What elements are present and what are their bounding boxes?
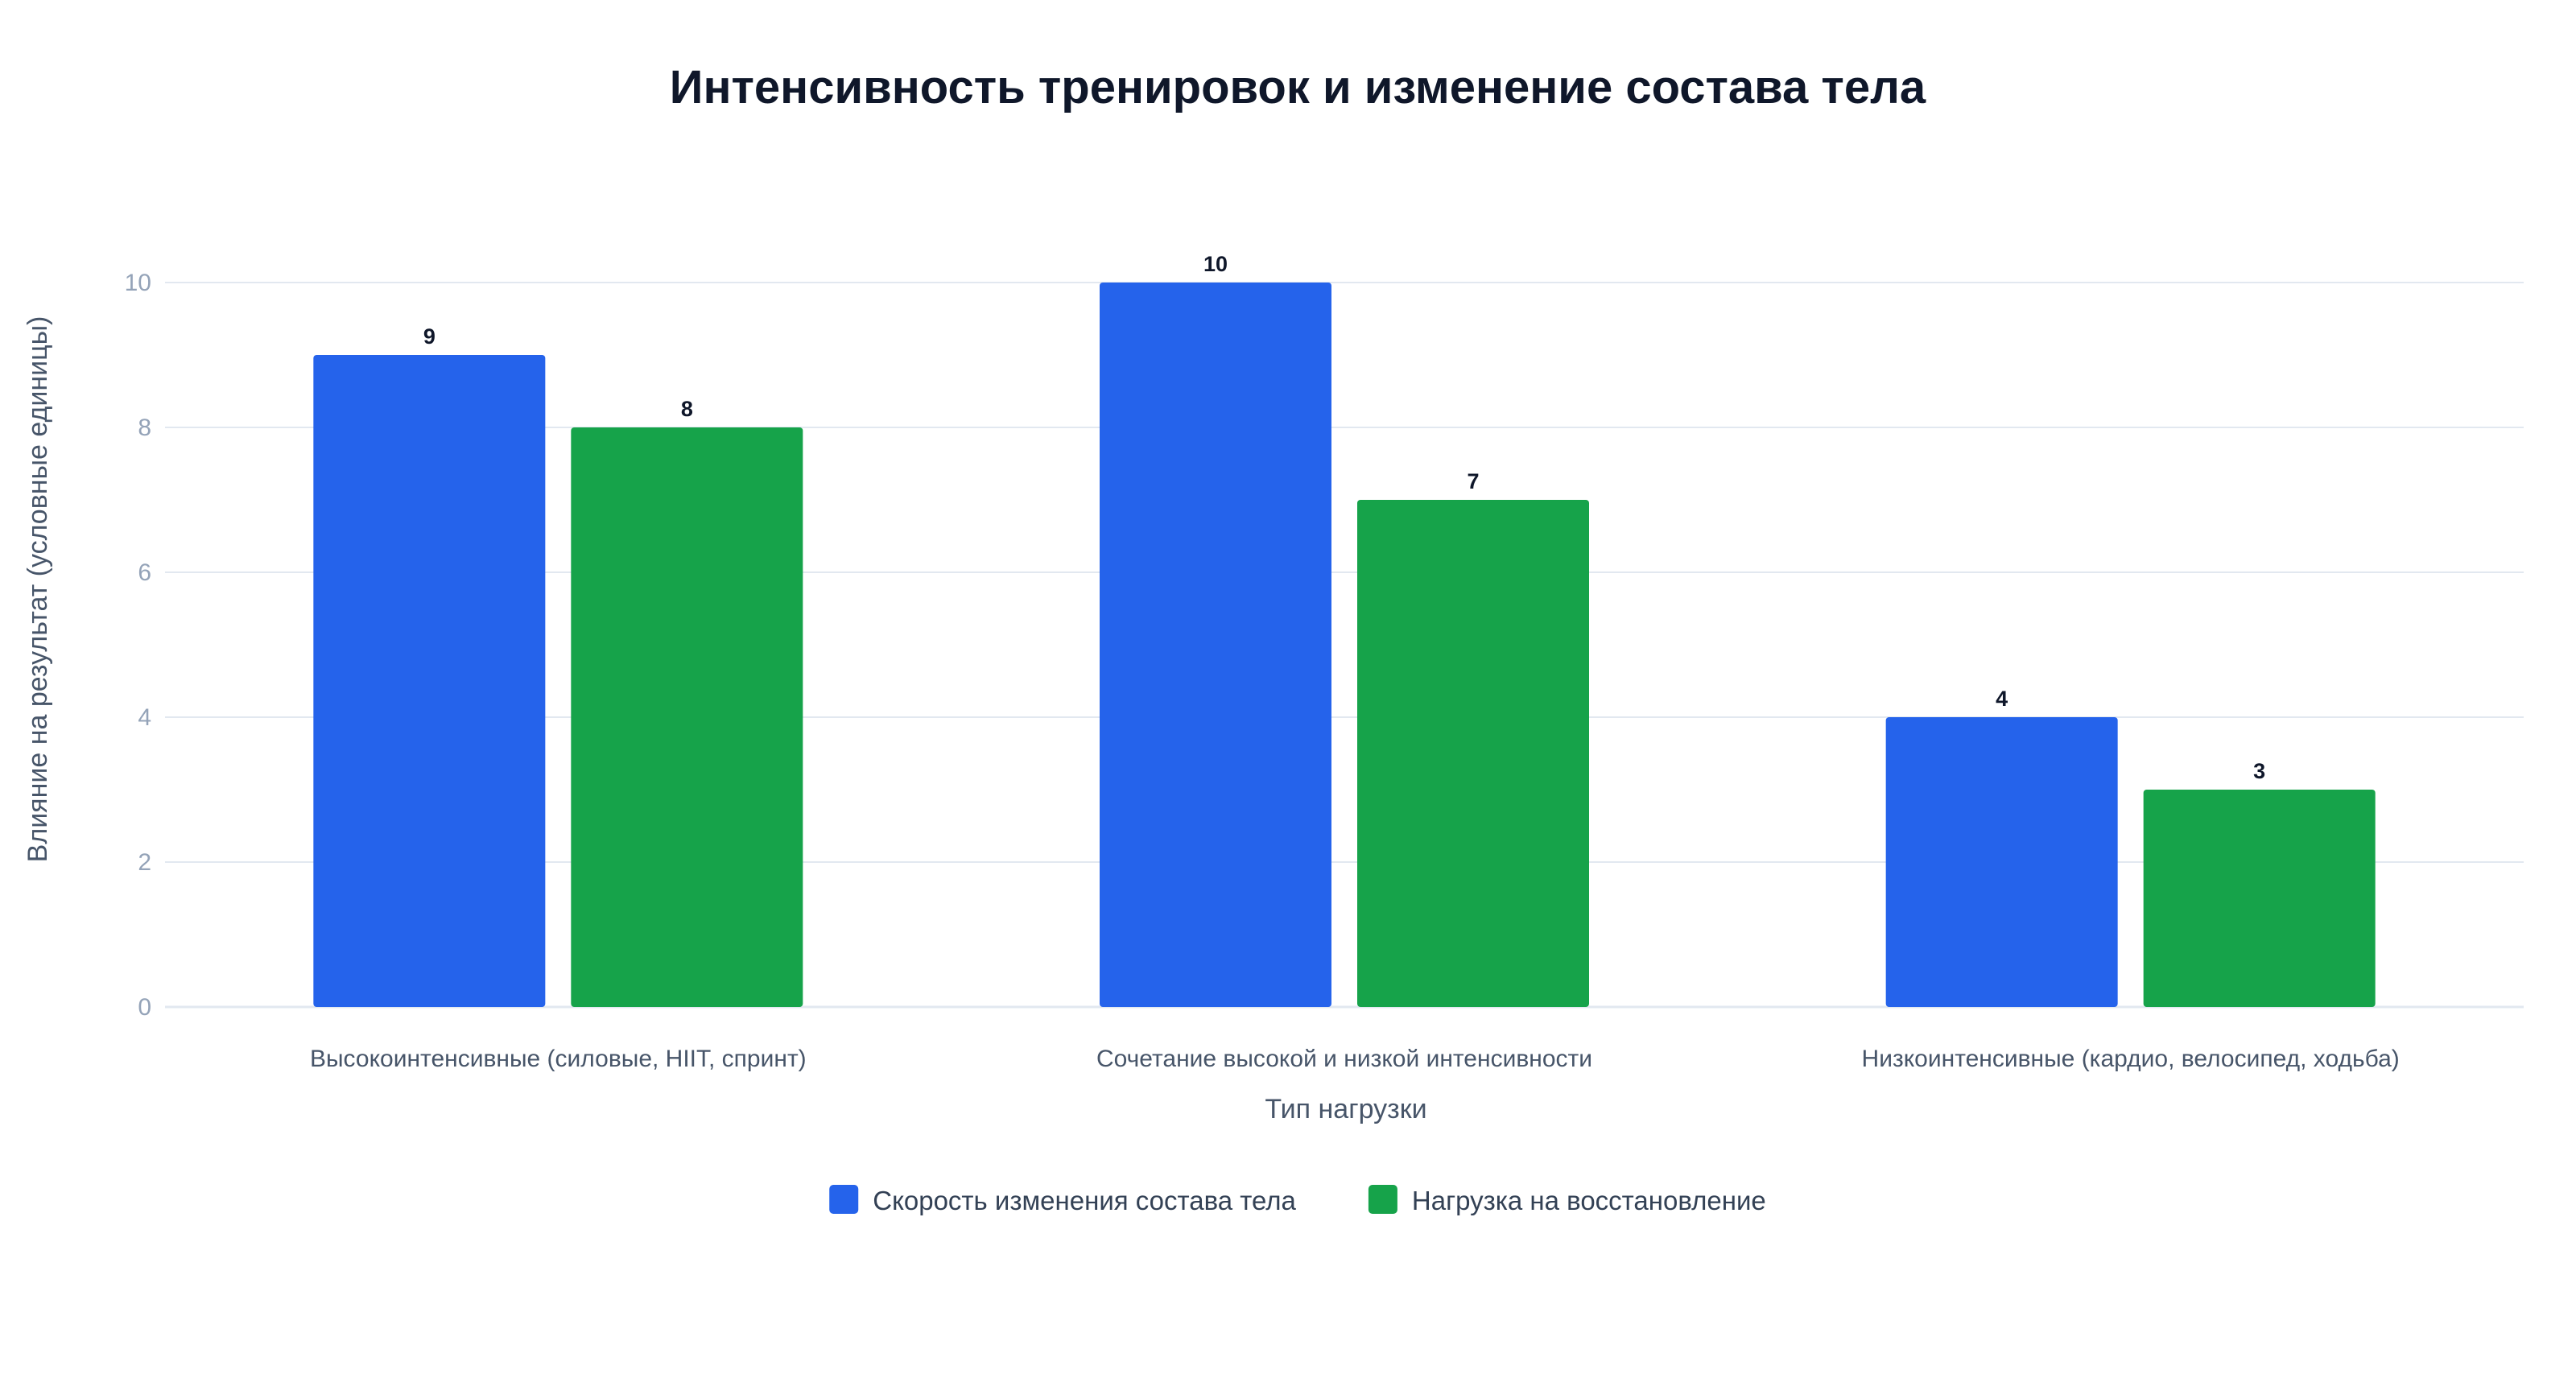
x-tick-label: Низкоинтенсивные (кардио, велосипед, ход… <box>1862 1046 2400 1072</box>
y-tick-label: 2 <box>138 849 151 876</box>
bar <box>1100 283 1331 1007</box>
y-tick-label: 0 <box>138 994 151 1021</box>
legend: Скорость изменения состава тела Нагрузка … <box>829 1185 1766 1215</box>
data-label: 3 <box>2253 759 2265 783</box>
data-label: 9 <box>423 324 436 349</box>
data-label: 8 <box>681 397 693 421</box>
grid <box>165 282 2524 1009</box>
y-tick-label: 4 <box>138 704 151 731</box>
y-axis-ticks: 0 2 4 6 8 10 <box>125 270 151 1021</box>
bars <box>313 283 2376 1007</box>
bar <box>1885 717 2118 1007</box>
data-label: 7 <box>1467 469 1479 493</box>
data-label: 4 <box>1996 687 2008 711</box>
data-labels: 9 8 10 7 4 3 <box>423 252 2265 783</box>
legend-item: Нагрузка на восстановление <box>1368 1185 1766 1215</box>
bar <box>571 427 803 1007</box>
y-tick-label: 8 <box>138 415 151 441</box>
x-tick-label: Высокоинтенсивные (силовые, HIIT, спринт… <box>310 1046 807 1072</box>
x-tick-label: Сочетание высокой и низкой интенсивности <box>1096 1046 1592 1072</box>
x-axis-label: Тип нагрузки <box>1265 1094 1426 1124</box>
chart-title: Интенсивность тренировок и изменение сос… <box>670 61 1926 113</box>
legend-item: Скорость изменения состава тела <box>829 1185 1297 1215</box>
legend-swatch <box>1368 1185 1397 1214</box>
data-label: 10 <box>1203 252 1228 276</box>
legend-swatch <box>829 1185 859 1214</box>
y-tick-label: 6 <box>138 559 151 586</box>
legend-label: Скорость изменения состава тела <box>873 1186 1296 1215</box>
bar <box>313 355 546 1007</box>
x-axis-ticks: Высокоинтенсивные (силовые, HIIT, спринт… <box>310 1046 2400 1072</box>
y-axis-label: Влияние на результат (условные единицы) <box>23 316 53 863</box>
legend-label: Нагрузка на восстановление <box>1412 1186 1766 1215</box>
y-tick-label: 10 <box>125 270 151 296</box>
bar <box>2143 790 2376 1007</box>
bar <box>1357 500 1589 1007</box>
